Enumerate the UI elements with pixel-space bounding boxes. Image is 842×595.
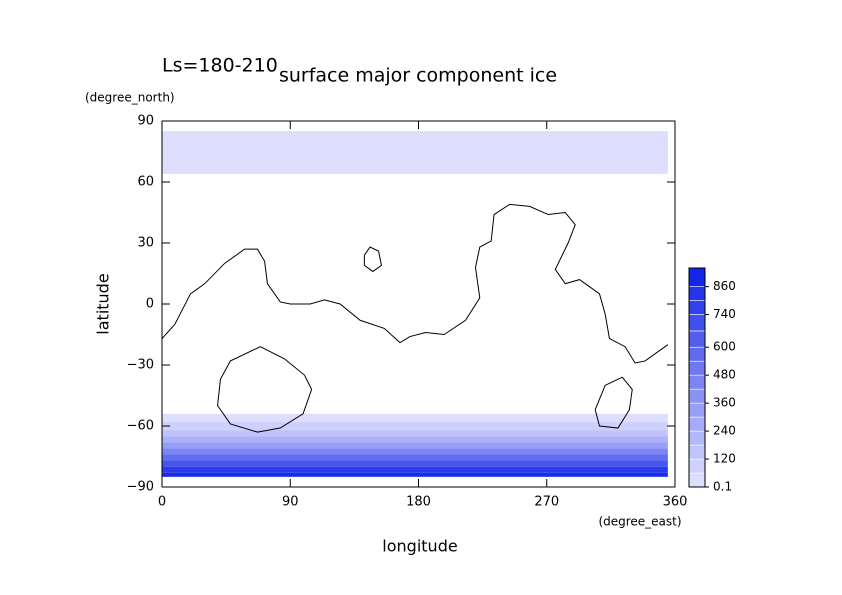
x-axis-label: longitude [382,537,457,556]
colorbar-tick-label: 740 [713,307,736,321]
y-tick-label: 30 [137,236,154,251]
colorbar-level [688,267,706,287]
x-tick-label: 270 [534,495,559,510]
chart-subtitle: Ls=180-210 [162,55,278,77]
colorbar-tick-label: 480 [713,368,736,382]
x-tick-label: 0 [158,495,166,510]
colorbar-level [688,444,706,460]
y-tick-label: 0 [146,297,154,312]
y-tick-label: 60 [137,175,154,190]
y-unit: (degree_north) [85,91,175,105]
y-axis-label: latitude [94,273,113,334]
colorbar-level [688,430,706,446]
y-tick-label: −90 [127,480,154,495]
filled-band [162,442,668,449]
contour-line [217,346,313,433]
colorbar-tick-label: 0.1 [713,479,732,493]
filled-band [162,448,668,455]
colorbar-level [688,346,706,362]
contour-line [161,203,669,364]
colorbar-level [688,286,706,301]
colorbar-tick-label: 600 [713,340,736,354]
colorbar-tick-label: 120 [713,452,736,466]
filled-band [162,466,668,473]
x-unit: (degree_east) [598,515,681,529]
colorbar-level [688,458,706,474]
x-tick-label: 360 [663,495,688,510]
colorbar-tick-label: 360 [713,396,736,410]
colorbar-level [688,330,706,348]
x-tick-label: 180 [406,495,431,510]
filled-band [162,436,668,443]
x-tick-label: 90 [282,495,299,510]
colorbar-level [688,402,706,418]
colorbar-level [688,360,706,376]
filled-band [162,413,668,422]
contour-line [363,246,383,273]
filled-band [162,421,668,431]
filled-band [162,131,668,174]
y-tick-label: −30 [127,358,154,373]
colorbar-level [688,388,706,404]
filled-band [162,460,668,467]
filled-band [162,454,668,461]
y-tick-label: −60 [127,419,154,434]
y-tick-label: 90 [137,114,154,129]
filled-band [162,430,668,437]
colorbar-frame [688,267,706,488]
colorbar-level [688,374,706,390]
colorbar-level [688,472,706,488]
chart-title: surface major component ice [279,65,557,87]
contour-line [594,376,633,429]
filled-band [162,472,668,477]
colorbar-tick-label: 860 [713,279,736,293]
colorbar-level [688,416,706,432]
colorbar-tick-label: 240 [713,424,736,438]
colorbar-level [688,300,706,315]
colorbar-level [688,314,706,332]
